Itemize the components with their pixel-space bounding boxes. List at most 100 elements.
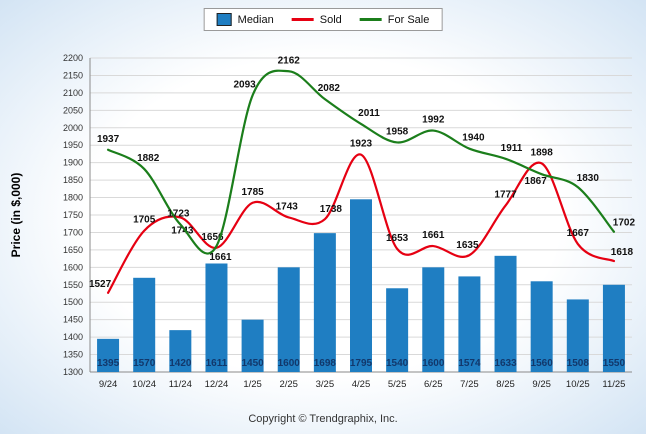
- x-tick-label: 3/25: [316, 379, 335, 390]
- sold-point-label: 1527: [89, 279, 112, 290]
- y-tick-label: 1900: [63, 158, 83, 168]
- y-tick-label: 2200: [63, 53, 83, 63]
- sold-point-label: 1618: [611, 247, 634, 258]
- for-sale-point-label: 1702: [613, 218, 636, 229]
- median-bar: [566, 299, 589, 372]
- bar-value-label: 1600: [278, 358, 301, 369]
- x-tick-label: 12/24: [205, 379, 229, 390]
- x-tick-label: 9/24: [99, 379, 118, 390]
- y-tick-label: 1400: [63, 332, 83, 342]
- x-tick-label: 11/25: [602, 379, 625, 390]
- sold-point-label: 1743: [171, 225, 194, 236]
- median-bar: [277, 267, 300, 372]
- for-sale-point-label: 1937: [97, 134, 120, 145]
- median-bar: [133, 277, 156, 372]
- bar-value-label: 1633: [494, 358, 517, 369]
- sold-point-label: 1777: [494, 190, 517, 201]
- bar-value-label: 1420: [169, 358, 192, 369]
- median-bar: [241, 319, 264, 372]
- x-tick-label: 1/25: [243, 379, 262, 390]
- for-sale-line: [106, 69, 616, 255]
- bar-value-label: 1560: [531, 358, 554, 369]
- for-sale-point-label: 2162: [278, 55, 301, 66]
- legend-item-for-sale: For Sale: [359, 13, 430, 26]
- sold-point-label: 1743: [276, 201, 299, 212]
- median-bar: [169, 330, 192, 372]
- y-tick-label: 1350: [63, 350, 83, 360]
- sold-line: [106, 153, 616, 294]
- sold-point-label: 1661: [422, 230, 445, 241]
- for-sale-point-label: 1867: [525, 176, 548, 187]
- sold-point-label: 1923: [350, 139, 373, 150]
- y-axis-title: Price (in $,000): [9, 173, 23, 258]
- for-sale-point-label: 1661: [209, 252, 232, 263]
- bar-value-label: 1570: [133, 358, 156, 369]
- bar-value-label: 1508: [567, 358, 590, 369]
- x-tick-label: 10/25: [566, 379, 590, 390]
- y-tick-label: 1650: [63, 245, 83, 255]
- for-sale-point-label: 1723: [167, 208, 190, 219]
- x-tick-label: 7/25: [460, 379, 479, 390]
- for-sale-point-label: 1911: [501, 143, 523, 154]
- bar-value-label: 1450: [241, 358, 264, 369]
- median-bar: [205, 263, 228, 372]
- y-tick-label: 1950: [63, 140, 83, 150]
- bar-value-label: 1600: [422, 358, 445, 369]
- sold-point-label: 1656: [201, 232, 224, 243]
- copyright-text: Copyright © Trendgraphix, Inc.: [248, 413, 398, 425]
- bar-value-label: 1395: [97, 358, 120, 369]
- median-bar: [313, 233, 336, 372]
- for-sale-point-label: 2093: [233, 79, 256, 90]
- x-tick-label: 5/25: [388, 379, 407, 390]
- sold-point-label: 1785: [241, 187, 264, 198]
- for-sale-point-label: 1958: [386, 126, 409, 137]
- for-sale-point-label: 2011: [358, 108, 380, 119]
- sold-point-label: 1898: [531, 147, 554, 158]
- bar-value-label: 1540: [386, 358, 409, 369]
- y-tick-label: 1700: [63, 227, 83, 237]
- y-tick-label: 1750: [63, 210, 83, 220]
- bar-value-label: 1574: [458, 358, 481, 369]
- sold-line-swatch-icon: [291, 18, 314, 21]
- legend-item-median: Median: [216, 13, 274, 26]
- sold-point-label: 1705: [133, 215, 156, 226]
- price-chart: Price (in $,000) 1300 1350 1400 1450 1500 155…: [9, 53, 636, 390]
- x-tick-label: 2/25: [279, 379, 298, 390]
- bar-value-label: 1698: [314, 358, 337, 369]
- median-bar: [97, 338, 120, 372]
- x-tick-label: 4/25: [352, 379, 371, 390]
- bar-value-label: 1611: [206, 358, 228, 369]
- for-sale-line-swatch-icon: [359, 18, 382, 21]
- y-tick-label: 2100: [63, 88, 83, 98]
- median-bar: [386, 288, 409, 372]
- sold-point-label: 1667: [567, 228, 590, 239]
- for-sale-point-label: 1940: [462, 133, 485, 144]
- y-tick-label: 1600: [63, 262, 83, 272]
- for-sale-point-label: 1882: [137, 153, 160, 164]
- y-tick-label: 1850: [63, 175, 83, 185]
- legend-label-for-sale: For Sale: [387, 13, 430, 26]
- x-tick-label: 11/24: [169, 379, 192, 390]
- y-tick-label: 1300: [63, 367, 83, 377]
- legend-item-sold: Sold: [291, 14, 342, 26]
- sold-point-label: 1653: [386, 233, 409, 244]
- for-sale-point-label: 2082: [318, 83, 341, 94]
- median-bar: [422, 267, 445, 372]
- bar-value-label: 1795: [350, 358, 373, 369]
- y-tick-label: 1800: [63, 193, 83, 203]
- legend-label-median: Median: [237, 13, 274, 26]
- y-tick-label: 1550: [63, 280, 83, 290]
- y-tick-label: 1500: [63, 297, 83, 307]
- median-bar: [530, 281, 553, 372]
- x-tick-label: 8/25: [496, 379, 515, 390]
- x-tick-label: 6/25: [424, 379, 443, 390]
- for-sale-point-label: 1830: [577, 173, 600, 184]
- for-sale-point-label: 1992: [422, 115, 445, 126]
- median-bar: [494, 255, 517, 372]
- y-tick-label: 1450: [63, 315, 83, 325]
- median-bar: [602, 284, 625, 372]
- y-tick-label: 2000: [63, 123, 83, 133]
- y-tick-label: 2050: [63, 105, 83, 115]
- y-tick-label: 2150: [63, 70, 83, 80]
